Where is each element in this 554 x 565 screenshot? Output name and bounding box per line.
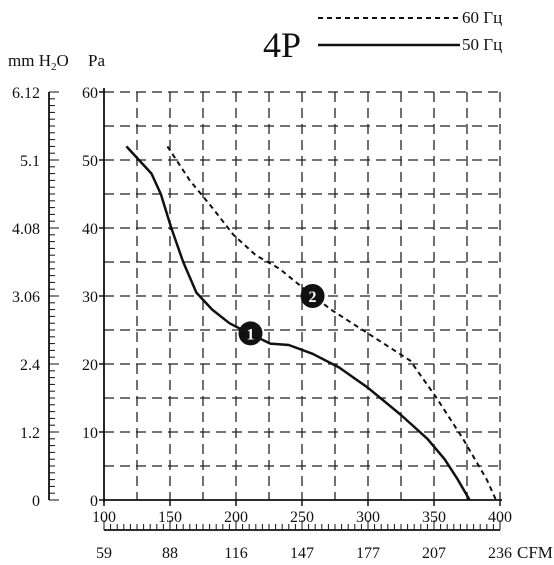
x-tick-label: 250 (290, 509, 314, 526)
cfm-tick-label: 236 (488, 545, 512, 562)
pa-tick-label: 30 (82, 289, 98, 306)
mmh2o-tick-label: 2.4 (20, 357, 40, 374)
cfm-tick-label: 207 (422, 545, 446, 562)
curve-marker-1 (238, 321, 263, 346)
curve-50hz (125, 145, 471, 501)
mmh2o-tick-label: 0 (32, 493, 40, 510)
mmh2o-tick-label: 1.2 (20, 425, 40, 442)
x-tick-label: 300 (356, 509, 380, 526)
pa-tick-label: 0 (90, 493, 98, 510)
pa-tick-label: 20 (82, 357, 98, 374)
mmh2o-tick-label: 4.08 (12, 221, 40, 238)
cfm-tick-label: 147 (290, 545, 314, 562)
series: 12 (125, 145, 497, 501)
cfm-axis-label: CFM (517, 543, 553, 562)
curve-marker-label: 1 (247, 326, 255, 343)
pa-tick-label: 40 (82, 221, 98, 238)
grid (104, 91, 501, 500)
x-tick-label: 150 (158, 509, 182, 526)
x-tick-label: 400 (488, 509, 512, 526)
cfm-tick-label: 59 (96, 545, 112, 562)
cfm-tick-label: 88 (162, 545, 178, 562)
mmh2o-axis-label: mm H2O (8, 51, 69, 73)
curve-marker-2 (300, 284, 325, 308)
pa-tick-label: 50 (82, 153, 98, 170)
x-tick-label: 200 (224, 509, 248, 526)
mmh2o-tick-label: 5.1 (20, 153, 40, 170)
curve-60hz (166, 145, 497, 501)
legend-label-50hz: 50 Гц (462, 35, 502, 54)
x-tick-label: 100 (92, 509, 116, 526)
pa-tick-label: 60 (82, 85, 98, 102)
legend-label-60hz: 60 Гц (462, 8, 502, 27)
cfm-tick-label: 116 (224, 545, 247, 562)
curve-marker-label: 2 (309, 289, 317, 306)
x-tick-label: 350 (422, 509, 446, 526)
pa-tick-label: 10 (82, 425, 98, 442)
mmh2o-tick-label: 3.06 (12, 289, 40, 306)
pa-axis-label: Pa (88, 51, 105, 70)
mmh2o-tick-label: 6.12 (12, 85, 40, 102)
chart-title: 4P (263, 25, 301, 65)
cfm-tick-label: 177 (356, 545, 380, 562)
